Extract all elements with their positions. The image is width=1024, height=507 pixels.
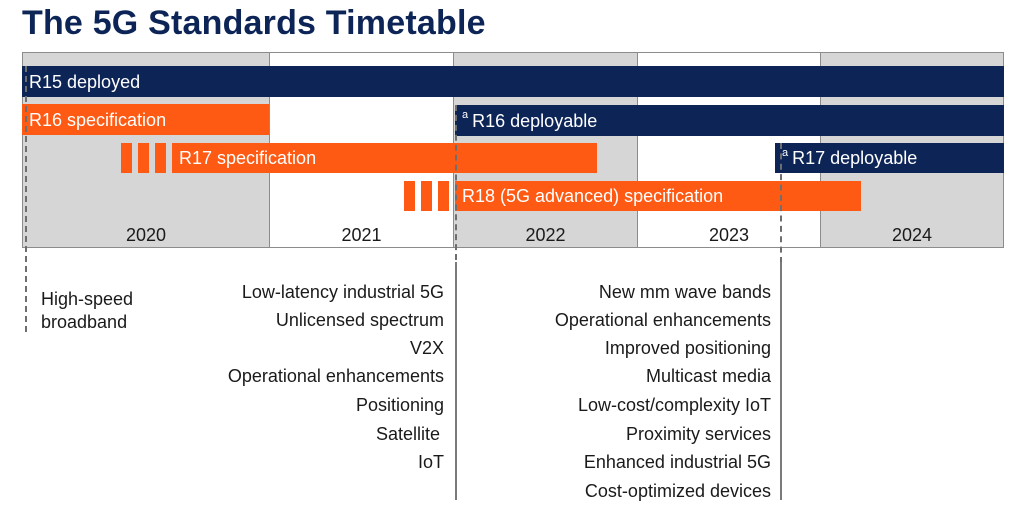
r16-features-divider bbox=[455, 262, 457, 500]
r17-feature-item: Low-cost/complexity IoT bbox=[577, 395, 771, 415]
r15-feature-item: High-speed bbox=[41, 289, 134, 309]
r17-deployable-label: R17 deployable bbox=[792, 148, 918, 168]
page-title: The 5G Standards Timetable bbox=[22, 4, 486, 42]
year-label-2024: 2024 bbox=[891, 225, 933, 245]
r17-stub bbox=[155, 143, 166, 173]
footnote-mark: a bbox=[462, 109, 469, 121]
r17-dashed-line bbox=[780, 143, 782, 263]
r17-deployable-bar: a R17 deployable bbox=[775, 143, 1004, 173]
r17-feature-item: Multicast media bbox=[645, 366, 771, 386]
year-label-2020: 2020 bbox=[125, 225, 167, 245]
r16-feature-item: Positioning bbox=[355, 395, 444, 415]
r17-feature-item: Cost-optimized devices bbox=[584, 481, 771, 501]
r17-specification-bar: R17 specification bbox=[172, 143, 597, 173]
year-label-2022: 2022 bbox=[525, 225, 566, 245]
r16-feature-item: Operational enhancements bbox=[227, 366, 444, 386]
r17-features-divider bbox=[780, 262, 782, 500]
r17-feature-item: New mm wave bands bbox=[598, 282, 771, 302]
r17-feature-item: Proximity services bbox=[625, 424, 771, 444]
r18-stub bbox=[438, 181, 449, 211]
footnote-mark: a bbox=[782, 146, 789, 159]
r16-dashed-line bbox=[455, 105, 457, 260]
r18-stub bbox=[421, 181, 432, 211]
r16-feature-item: IoT bbox=[417, 452, 444, 472]
r16-feature-item: Satellite bbox=[375, 424, 440, 444]
year-label-2023: 2023 bbox=[708, 225, 750, 245]
r16-feature-item: Low-latency industrial 5G bbox=[241, 282, 444, 302]
r18-stub bbox=[404, 181, 415, 211]
r17-feature-item: Enhanced industrial 5G bbox=[583, 452, 771, 472]
r17-stub bbox=[138, 143, 149, 173]
r16-deployable-bar: a R16 deployable bbox=[455, 105, 1004, 136]
r15-deployed-label: R15 deployed bbox=[29, 71, 141, 92]
r16-specification-label: R16 specification bbox=[29, 109, 167, 130]
r15-deployed-bar: R15 deployed bbox=[22, 66, 1004, 97]
r16-specification-bar: R16 specification bbox=[22, 104, 269, 135]
r17-feature-item: Operational enhancements bbox=[554, 310, 771, 330]
r16-deployable-label: R16 deployable bbox=[472, 110, 598, 131]
r17-stub bbox=[121, 143, 132, 173]
r16-feature-item: Unlicensed spectrum bbox=[275, 310, 444, 330]
r15-features: High-speed broadband bbox=[41, 288, 133, 333]
r18-specification-bar: R18 (5G advanced) specification bbox=[455, 181, 861, 211]
r17-specification-label: R17 specification bbox=[179, 148, 317, 168]
r15-feature-item: broadband bbox=[41, 311, 128, 332]
year-label-2021: 2021 bbox=[341, 225, 382, 245]
r17-feature-item: Improved positioning bbox=[604, 338, 771, 358]
r15-dashed-line bbox=[25, 66, 27, 332]
r16-feature-item: V2X bbox=[409, 338, 444, 358]
r18-specification-label: R18 (5G advanced) specification bbox=[462, 186, 724, 206]
